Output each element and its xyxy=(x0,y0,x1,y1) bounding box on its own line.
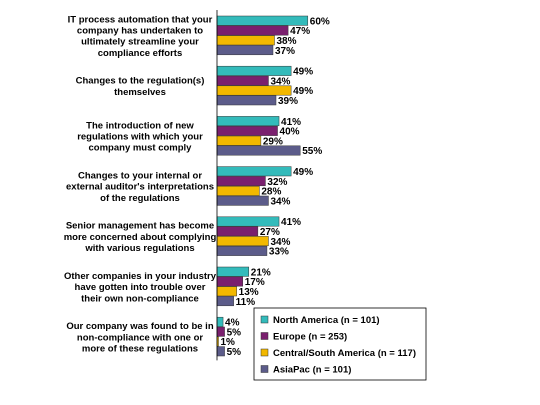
data-label: 55% xyxy=(302,146,322,157)
bar xyxy=(216,65,292,76)
data-label: 4% xyxy=(225,318,240,329)
legend-label: AsiaPac (n = 101) xyxy=(273,365,351,376)
legend: North America (n = 101) Europe (n = 253) C… xyxy=(253,307,427,381)
data-label: 49% xyxy=(293,167,313,178)
legend-label: Central/South America (n = 117) xyxy=(273,348,416,359)
data-label: 21% xyxy=(251,267,271,278)
data-label: 1% xyxy=(221,337,236,348)
data-label: 17% xyxy=(245,277,265,288)
data-label: 11% xyxy=(236,297,256,308)
data-label: 33% xyxy=(269,247,289,258)
legend-swatch xyxy=(260,348,269,357)
bar xyxy=(216,75,269,86)
legend-box xyxy=(253,307,427,381)
bars xyxy=(216,15,309,357)
data-label: 34% xyxy=(270,196,290,207)
data-label: 41% xyxy=(281,117,301,128)
bar xyxy=(216,185,260,196)
data-label: 38% xyxy=(276,36,296,47)
category-label: The introduction of new regulations with … xyxy=(77,120,203,153)
bar xyxy=(216,95,277,106)
legend-swatch xyxy=(260,365,269,373)
category-label: Our company was found to be in non-compli… xyxy=(66,321,213,354)
data-label: 34% xyxy=(270,76,290,87)
bar xyxy=(216,226,259,237)
data-label: 47% xyxy=(290,26,310,37)
category-label: Changes to your internal or external audi… xyxy=(66,171,214,204)
bar xyxy=(216,176,266,187)
data-label: 60% xyxy=(310,16,330,27)
data-label: 37% xyxy=(275,46,295,57)
data-label: 32% xyxy=(267,177,287,188)
bar xyxy=(216,116,280,127)
bar xyxy=(216,45,274,56)
category-label: Other companies in your industry have got… xyxy=(64,271,217,304)
bar xyxy=(216,266,250,277)
legend-swatch xyxy=(260,332,269,340)
data-label: 34% xyxy=(270,237,290,248)
bar xyxy=(216,316,224,327)
data-label: 5% xyxy=(227,347,242,358)
bar xyxy=(216,15,309,26)
data-label: 41% xyxy=(281,217,301,228)
bar xyxy=(216,326,225,337)
data-label: 5% xyxy=(227,327,242,338)
bar xyxy=(216,276,243,287)
bar xyxy=(216,216,280,227)
category-label: Senior management has become more concern… xyxy=(64,221,217,254)
data-label: 49% xyxy=(293,86,313,97)
bar xyxy=(216,296,234,307)
bar xyxy=(216,166,292,177)
bar xyxy=(216,145,301,156)
bar xyxy=(216,245,268,256)
data-label: 29% xyxy=(263,136,283,147)
bar xyxy=(216,25,289,36)
legend-label: Europe (n = 253) xyxy=(273,332,347,343)
data-label: 28% xyxy=(261,187,281,198)
data-label: 40% xyxy=(280,127,300,138)
data-label: 27% xyxy=(260,227,280,238)
data-label: 49% xyxy=(293,67,313,78)
bar xyxy=(216,35,275,46)
data-label: 13% xyxy=(239,287,259,298)
legend-swatch xyxy=(260,315,269,324)
bar xyxy=(216,286,237,297)
data-label: 39% xyxy=(278,96,298,107)
category-label: Changes to the regulation(s) themselves xyxy=(76,76,205,98)
category-label: IT process automation that your company h… xyxy=(68,14,213,59)
value-labels: 60%47%38%37%49%34%49%39%41%40%29%55%49%3… xyxy=(221,16,330,358)
legend-label: North America (n = 101) xyxy=(273,315,380,326)
category-labels: IT process automation that your company h… xyxy=(64,14,217,354)
bar xyxy=(216,125,278,136)
bar xyxy=(216,135,262,146)
